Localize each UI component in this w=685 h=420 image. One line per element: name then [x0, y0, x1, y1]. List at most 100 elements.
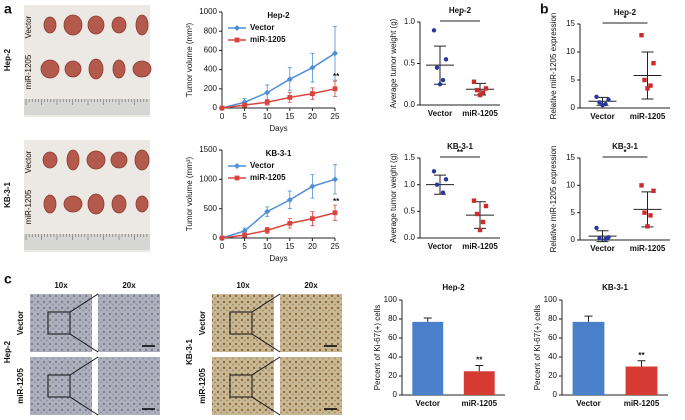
- zoom-connector: [251, 356, 281, 376]
- marker: [648, 83, 653, 88]
- y-tick-label: 15: [566, 19, 575, 28]
- row-label: miR-1205: [198, 368, 207, 404]
- x-axis-label: Days: [269, 124, 287, 133]
- y-tick-label: 0: [213, 103, 218, 112]
- marker: [642, 210, 647, 215]
- x-tick-label: Vector: [416, 399, 440, 408]
- series-line: [221, 212, 336, 239]
- marker: [286, 196, 293, 203]
- error-bar: [423, 317, 432, 322]
- marker: [597, 236, 602, 241]
- marker: [645, 86, 650, 91]
- y-tick-label: 1000: [199, 7, 217, 16]
- zoom-connector: [69, 356, 99, 376]
- marker: [477, 92, 483, 98]
- magnification-label: 10x: [236, 281, 250, 290]
- y-tick-label: 80: [548, 314, 557, 323]
- micrograph-20x: [98, 294, 160, 352]
- x-tick-label: Vector: [590, 244, 614, 253]
- y-tick-label: 0: [571, 235, 576, 244]
- y-axis-label: Relative miR-1205 expression: [549, 146, 558, 253]
- micrograph-20x: [98, 357, 160, 415]
- row-label: Vector: [198, 311, 207, 335]
- significance: **: [638, 351, 645, 360]
- y-axis-label: Tumor volume (mm³): [185, 22, 194, 97]
- marker: [242, 102, 247, 108]
- zoom-connector: [251, 333, 281, 353]
- series-line: [221, 88, 336, 109]
- marker: [309, 183, 316, 190]
- y-tick-label: 20: [388, 371, 397, 380]
- marker: [474, 87, 480, 93]
- panel-label: c: [4, 271, 12, 287]
- marker: [434, 182, 440, 187]
- tumor: [87, 193, 105, 215]
- row-label: Vector: [24, 150, 33, 173]
- marker: [471, 79, 477, 84]
- magnification-label: 20x: [122, 281, 136, 290]
- marker: [264, 99, 270, 105]
- x-tick-label: Vector: [590, 112, 614, 121]
- marker: [332, 86, 338, 92]
- row-label: miR-1205: [24, 54, 33, 89]
- marker: [241, 227, 248, 234]
- micrograph-10x: [212, 357, 274, 415]
- marker: [648, 213, 653, 218]
- y-tick-label: 1.0: [404, 180, 416, 189]
- series-line: [221, 52, 336, 109]
- x-tick-label: 25: [331, 242, 340, 251]
- sd-bar: [641, 51, 654, 100]
- legend-label: miR-1205: [250, 173, 286, 182]
- tumor: [63, 14, 83, 36]
- y-tick-label: 1.5: [404, 153, 416, 162]
- marker: [480, 219, 486, 225]
- legend-label: Vector: [250, 161, 274, 170]
- x-tick-label: miR-1205: [461, 399, 497, 408]
- y-tick-label: 60: [388, 333, 397, 342]
- legend-marker: [234, 175, 240, 181]
- marker: [606, 97, 611, 102]
- chart-title: Hep-2: [614, 8, 637, 17]
- y-axis-label: Average tumor weight (g): [389, 18, 398, 108]
- y-axis-label: Relative miR-1205 expression: [549, 13, 558, 120]
- zoom-connector: [251, 293, 281, 313]
- y-tick-label: 80: [388, 314, 397, 323]
- tumor: [42, 151, 58, 169]
- y-tick-label: 60: [548, 333, 557, 342]
- bar: [463, 371, 495, 395]
- error-bar: [584, 315, 593, 322]
- y-tick-label: 400: [204, 65, 218, 74]
- marker: [440, 190, 446, 195]
- marker: [645, 224, 650, 229]
- marker: [480, 90, 486, 95]
- magnification-label: 10x: [54, 281, 68, 290]
- zoom-box: [229, 374, 253, 398]
- zoom-connector: [69, 293, 99, 313]
- panel-label: b: [540, 1, 549, 17]
- cell-line-label: Hep-2: [3, 340, 12, 363]
- x-tick-label: 20: [308, 242, 317, 251]
- tumor: [43, 16, 57, 34]
- tumor: [64, 60, 82, 78]
- significance: **: [333, 197, 340, 206]
- marker: [474, 211, 480, 217]
- marker: [471, 198, 477, 203]
- y-tick-label: 40: [548, 352, 557, 361]
- zoom-connector: [251, 396, 281, 416]
- tumor: [86, 150, 106, 170]
- marker: [287, 95, 293, 100]
- marker: [264, 208, 271, 215]
- x-tick-label: Vector: [576, 399, 600, 408]
- panel-label: a: [4, 1, 12, 17]
- x-tick-label: 10: [263, 112, 272, 121]
- chart-title: KB-3-1: [447, 142, 473, 151]
- legend-marker: [234, 25, 240, 31]
- marker: [594, 225, 599, 231]
- y-tick-label: 100: [384, 295, 398, 304]
- y-tick-label: 20: [548, 371, 557, 380]
- y-tick-label: 0: [213, 233, 218, 242]
- marker: [286, 76, 293, 83]
- y-tick-label: 1500: [199, 145, 217, 154]
- significance: **: [457, 148, 464, 157]
